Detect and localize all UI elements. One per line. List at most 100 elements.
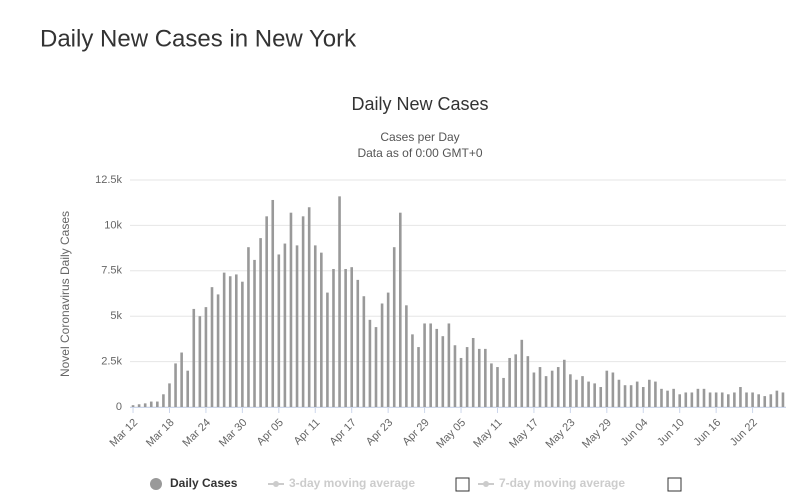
legend-marker[interactable]	[150, 478, 162, 490]
bar	[775, 390, 779, 407]
legend-label[interactable]: 3-day moving average	[289, 476, 415, 490]
bar	[338, 196, 341, 407]
bar	[471, 337, 475, 407]
bar	[678, 394, 682, 407]
bar	[617, 379, 621, 407]
bar	[556, 367, 560, 407]
y-axis-label: Novel Coronavirus Daily Cases	[58, 211, 72, 377]
legend-label[interactable]: Daily Cases	[170, 476, 238, 490]
bar	[429, 323, 432, 407]
bar	[569, 374, 572, 407]
bar	[441, 336, 445, 407]
bar	[465, 347, 469, 407]
x-tick-label: May 29	[580, 417, 614, 451]
bar	[544, 376, 548, 407]
bar	[763, 396, 767, 407]
bar	[708, 392, 712, 407]
bar	[398, 212, 402, 407]
bar	[405, 305, 408, 407]
bar	[672, 388, 675, 407]
y-tick-label: 2.5k	[101, 356, 122, 368]
chart-title: Daily New Cases	[351, 94, 488, 114]
legend-marker[interactable]	[483, 481, 489, 487]
bar	[228, 276, 232, 407]
bar	[502, 377, 505, 407]
x-tick-label: Apr 05	[255, 417, 286, 448]
bar	[599, 387, 603, 407]
x-tick-label: Apr 29	[400, 417, 431, 448]
bar	[186, 370, 190, 407]
bar	[714, 392, 718, 407]
x-tick-label: Apr 17	[327, 417, 358, 448]
x-tick-label: Mar 12	[108, 417, 141, 450]
bar	[277, 254, 281, 407]
bar	[654, 381, 657, 407]
bar	[332, 268, 335, 407]
y-tick-label: 5k	[110, 310, 122, 322]
bar	[477, 348, 481, 407]
bar	[350, 267, 354, 407]
bar	[356, 279, 360, 407]
bar	[550, 370, 554, 407]
bar	[538, 367, 542, 407]
y-tick-label: 0	[116, 401, 122, 413]
checkbox[interactable]	[667, 477, 682, 492]
bar	[720, 392, 724, 407]
x-tick-label: Jun 10	[655, 417, 687, 449]
x-tick-label: Mar 30	[217, 417, 250, 450]
bar	[374, 327, 378, 407]
page-title: Daily New Cases in New York	[40, 25, 357, 52]
checkbox[interactable]	[455, 477, 470, 492]
bar	[247, 247, 250, 407]
bar	[259, 238, 262, 407]
bar	[526, 356, 530, 407]
bar	[587, 381, 590, 407]
bar	[222, 272, 226, 407]
bar	[769, 394, 773, 407]
bar	[143, 403, 147, 407]
x-tick-label: Jun 16	[691, 417, 723, 449]
bar	[192, 308, 196, 407]
bar	[514, 354, 518, 407]
legend-marker[interactable]	[273, 481, 279, 487]
bar	[532, 372, 536, 407]
bar	[411, 334, 414, 407]
x-tick-label: Jun 22	[728, 417, 760, 449]
bar	[380, 303, 384, 407]
y-tick-label: 7.5k	[101, 265, 122, 277]
bar	[447, 323, 451, 407]
bar	[739, 387, 742, 407]
bar	[301, 216, 305, 407]
bar	[562, 359, 566, 407]
bar	[690, 392, 694, 407]
x-tick-label: Apr 11	[292, 417, 323, 448]
legend-label[interactable]: 7-day moving average	[499, 476, 625, 490]
bar	[593, 383, 596, 407]
bar	[289, 212, 293, 407]
bar	[490, 363, 493, 407]
bar	[484, 348, 487, 407]
chart-subtitle: Data as of 0:00 GMT+0	[357, 146, 482, 160]
bar	[496, 367, 499, 407]
bar	[605, 370, 609, 407]
bar	[684, 392, 688, 407]
bar	[435, 328, 439, 407]
bar	[581, 376, 584, 407]
bar	[313, 245, 317, 407]
bar	[666, 390, 669, 407]
x-tick-label: May 11	[471, 417, 504, 450]
bar	[575, 379, 578, 407]
bar	[453, 345, 457, 407]
bar	[131, 405, 135, 407]
bar	[508, 357, 511, 407]
bar	[210, 287, 214, 407]
bar	[629, 385, 633, 407]
x-tick-label: Jun 04	[619, 417, 651, 449]
bar	[696, 388, 700, 407]
bar	[623, 385, 627, 407]
bar	[702, 388, 706, 407]
bar	[234, 274, 238, 407]
bar	[168, 383, 171, 407]
y-tick-label: 12.5k	[95, 174, 122, 186]
